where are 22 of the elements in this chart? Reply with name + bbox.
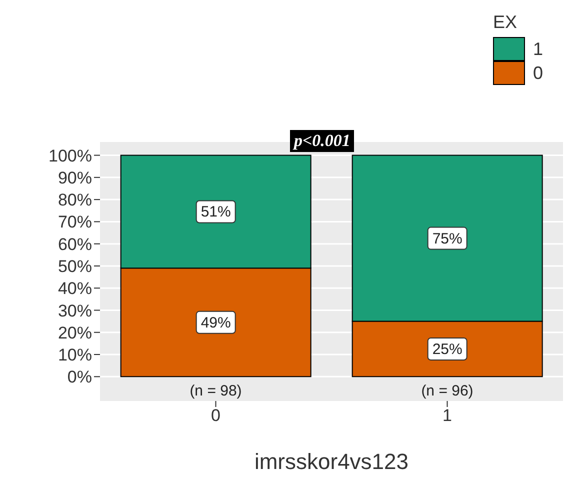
y-tick-label: 40% (58, 279, 92, 298)
y-tick-label: 80% (58, 190, 92, 210)
data-label: 51% (200, 204, 231, 221)
legend-label: 1 (532, 38, 543, 60)
y-tick-label: 90% (58, 168, 92, 188)
y-tick-label: 70% (58, 212, 92, 232)
annotation: (n = 96) (421, 382, 474, 400)
legend-title: EX (492, 12, 518, 33)
data-label: 75% (432, 230, 462, 248)
y-tick-label: 50% (58, 257, 92, 276)
y-tick-label: 100% (48, 146, 92, 166)
data-label: 49% (200, 314, 231, 332)
y-tick-label: 0% (67, 368, 92, 387)
annotation: (n = 98) (190, 382, 242, 400)
legend-label: 0 (532, 62, 543, 84)
y-tick-label: 60% (58, 234, 92, 254)
y-tick-label: 30% (58, 301, 92, 320)
data-label: 25% (432, 340, 462, 358)
x-axis-title: imrsskor4vs123 (254, 449, 409, 474)
y-tick-label: 10% (58, 346, 92, 365)
y-tick-label: 20% (58, 323, 92, 342)
annotation: p<0.001 (290, 130, 354, 152)
